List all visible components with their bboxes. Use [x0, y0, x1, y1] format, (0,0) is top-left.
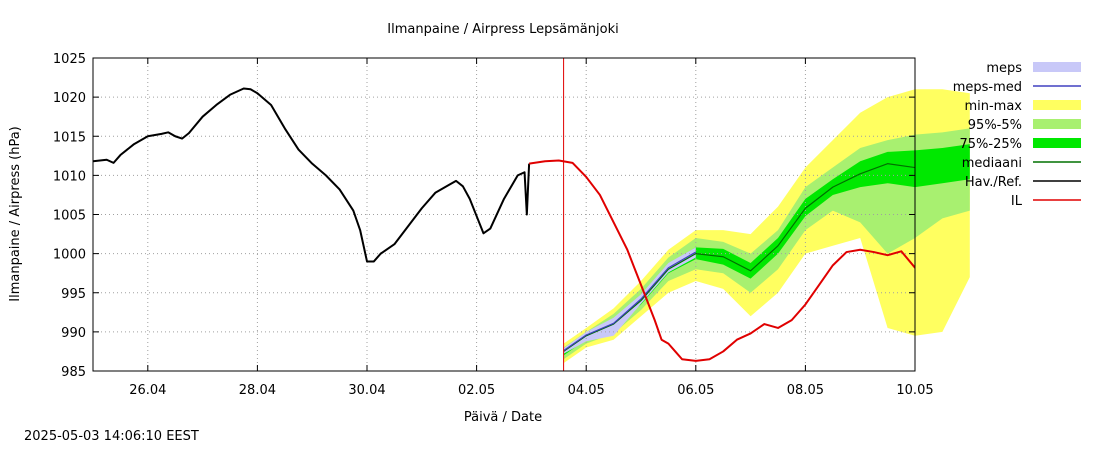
legend-label: 75%-25%: [960, 137, 1022, 152]
legend-swatch: [1033, 119, 1081, 129]
y-tick-label: 995: [61, 287, 86, 302]
band-75%-25%: [563, 144, 970, 356]
series-line-IL: [528, 159, 915, 362]
y-tick-label: 1025: [53, 52, 86, 67]
grid-lines: [93, 58, 915, 371]
y-tick-label: 1000: [53, 248, 86, 263]
legend-label: meps: [986, 61, 1022, 76]
timestamp: 2025-05-03 14:06:10 EEST: [24, 429, 199, 444]
y-tick-label: 1015: [53, 130, 86, 145]
series-line-Hav./Ref.: [93, 87, 531, 263]
x-tick-label: 10.05: [896, 383, 933, 398]
x-tick-label: 30.04: [348, 383, 385, 398]
legend-swatch: [1033, 100, 1081, 110]
legend-label: Hav./Ref.: [965, 175, 1022, 190]
y-tick-label: 1005: [53, 209, 86, 224]
series-line-meps-med: [563, 251, 697, 352]
legend-swatch: [1033, 62, 1081, 72]
x-tick-label: 04.05: [568, 383, 605, 398]
legend-label: 95%-5%: [968, 118, 1022, 133]
legend-label: mediaani: [962, 156, 1022, 171]
x-tick-label: 28.04: [239, 383, 276, 398]
x-tick-label: 26.04: [129, 383, 166, 398]
y-tick-label: 990: [61, 326, 86, 341]
legend: meps meps-med min-max 95%-5% 75%-25% mediaani…: [953, 61, 1081, 209]
legend-label: IL: [1011, 194, 1023, 209]
band-95%-5%: [563, 128, 970, 360]
legend-label: meps-med: [953, 80, 1022, 95]
y-axis-ticks: 985 990 995 1000 1005 1010 1015 1020 1025: [53, 52, 915, 380]
forecast-bands: [563, 89, 970, 364]
legend-label: min-max: [964, 99, 1022, 114]
x-tick-label: 08.05: [787, 383, 824, 398]
y-axis-label: Ilmanpaine / Airpress (hPa): [8, 126, 23, 301]
legend-swatch: [1033, 138, 1081, 148]
y-tick-label: 1010: [53, 169, 86, 184]
x-tick-label: 06.05: [677, 383, 714, 398]
series-lines: [93, 87, 915, 362]
series-line-mediaani: [563, 163, 915, 352]
x-tick-label: 02.05: [458, 383, 495, 398]
x-axis-ticks: 26.04 28.04 30.04 02.05 04.05 06.05 08.05 10.05: [129, 58, 934, 398]
y-tick-label: 1020: [53, 91, 86, 106]
chart-title: Ilmanpaine / Airpress Lepsämänjoki: [387, 22, 618, 37]
x-axis-label: Päivä / Date: [464, 410, 542, 425]
y-tick-label: 985: [61, 365, 86, 380]
